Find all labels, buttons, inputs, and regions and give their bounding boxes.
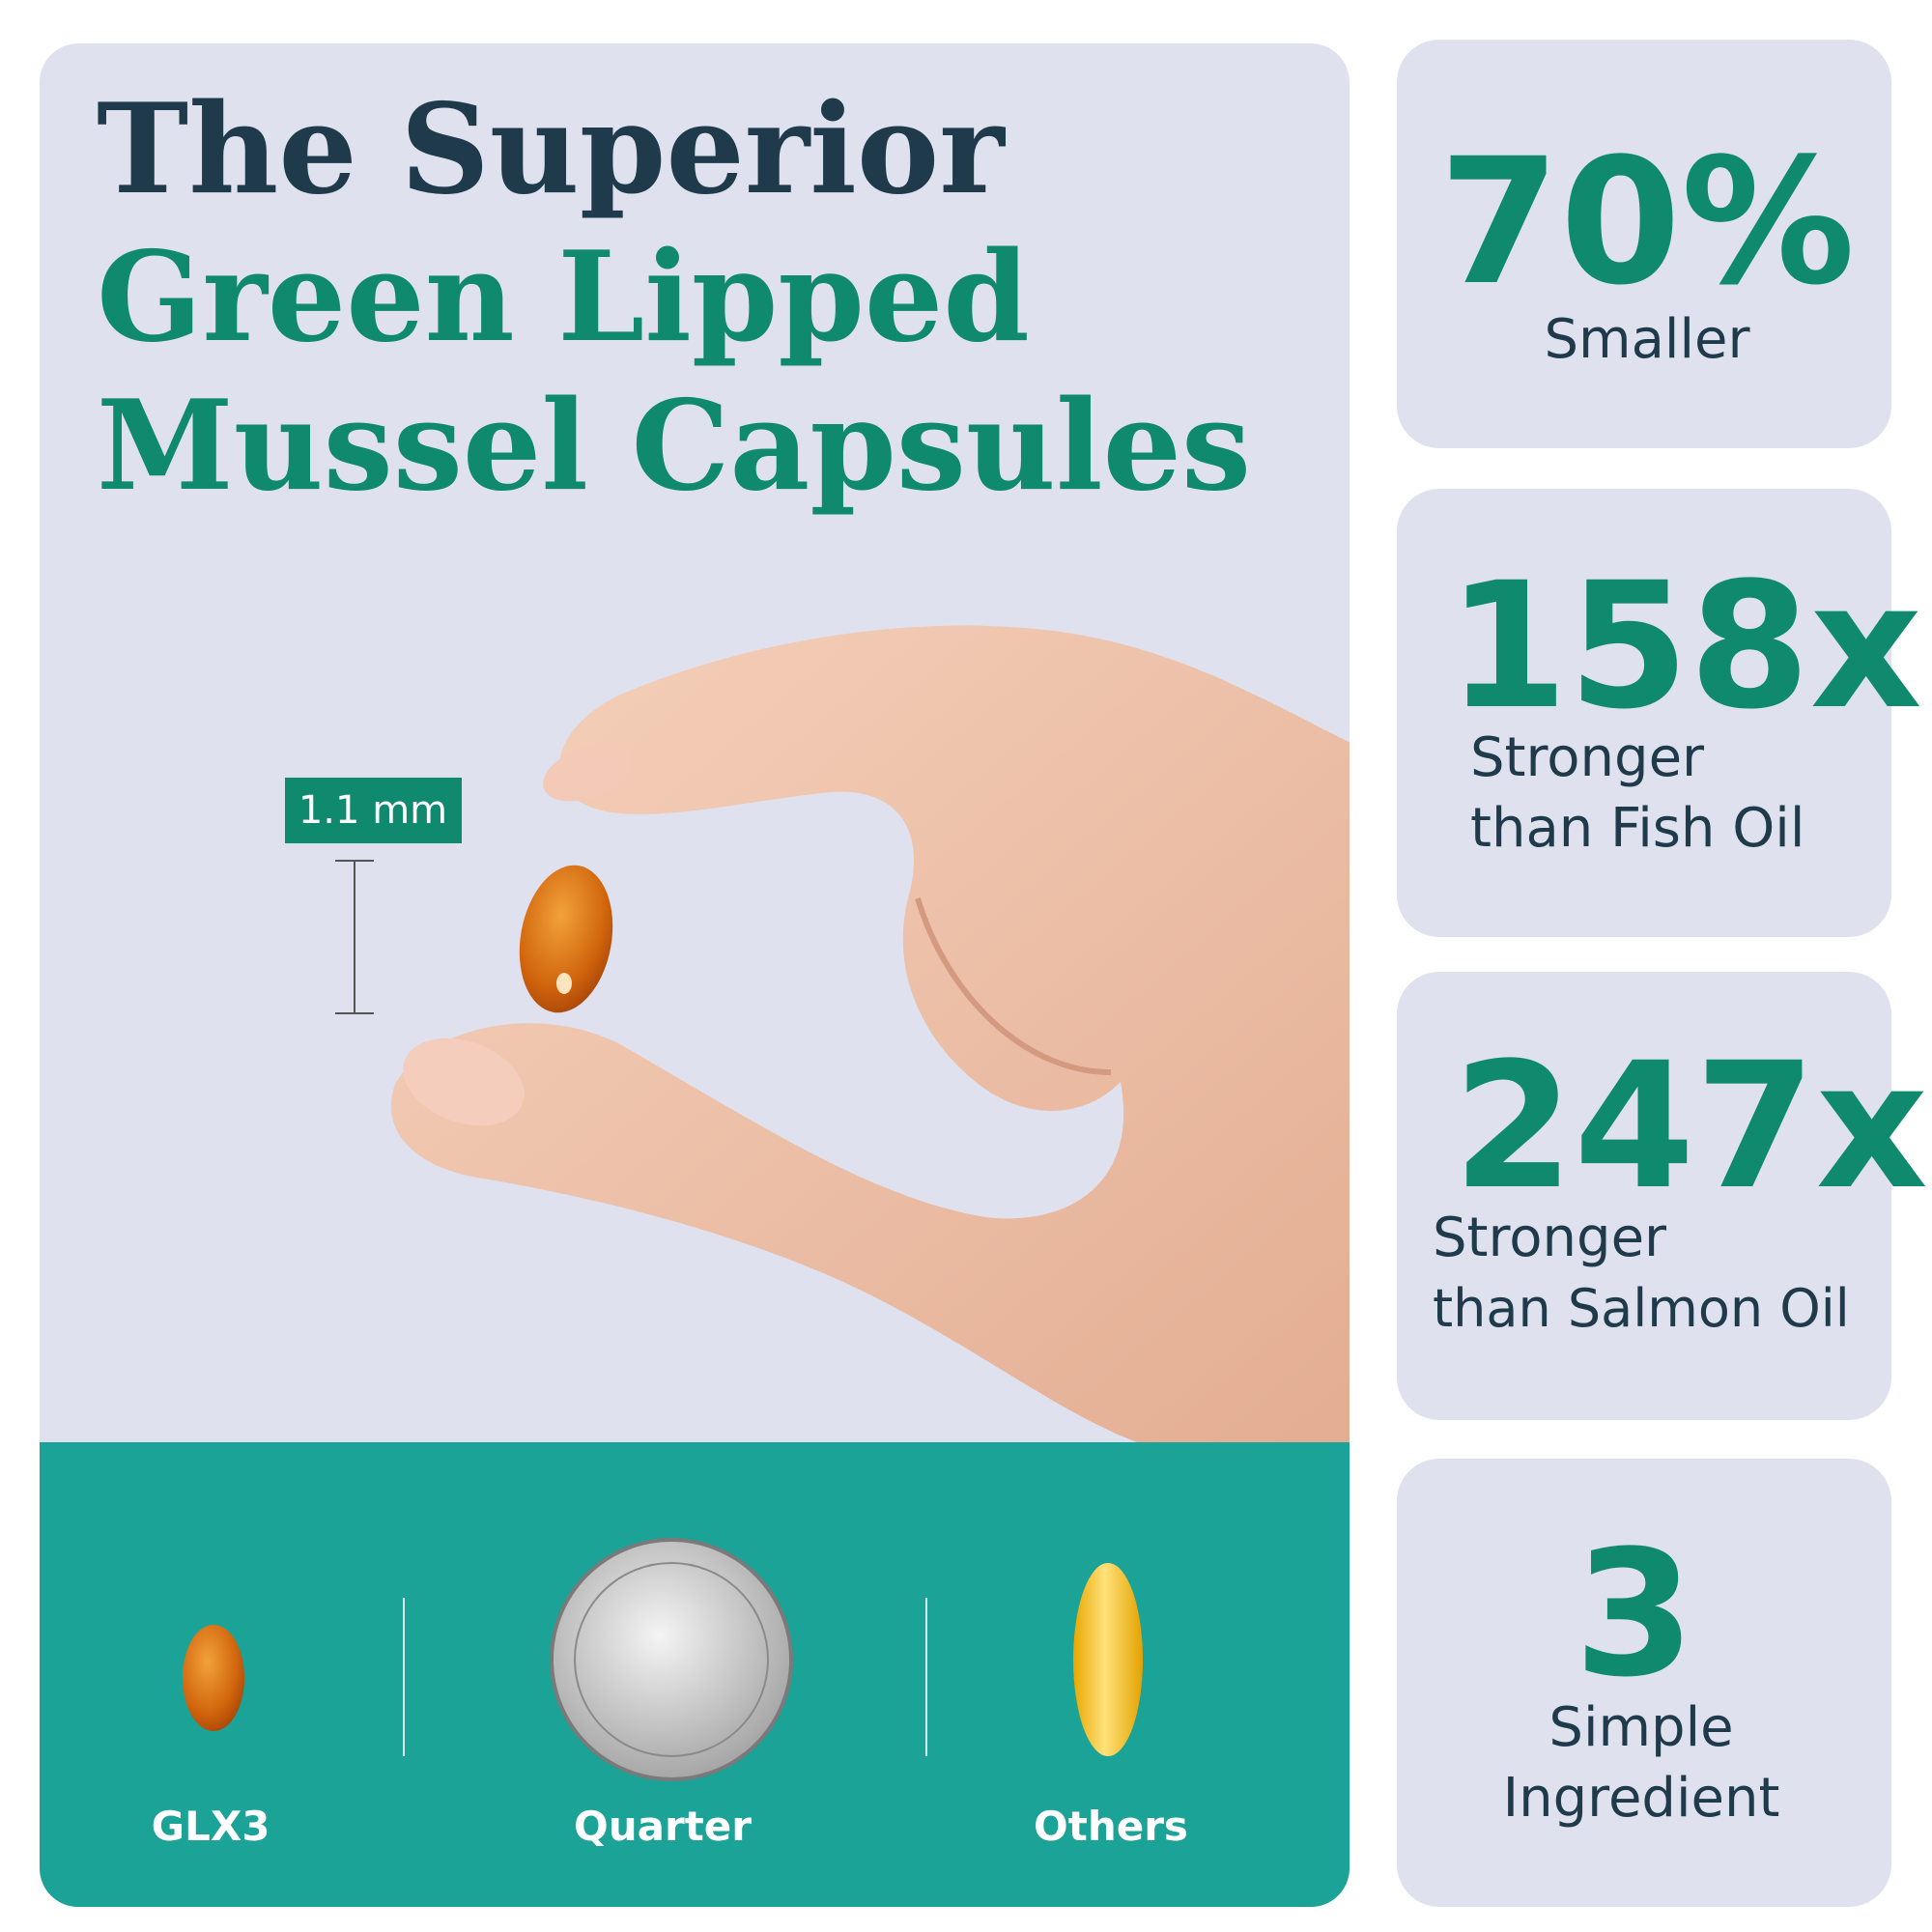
stat-label: than Fish Oil [1470,797,1804,860]
stat-value: 247x [1453,1026,1928,1228]
stat-card [1397,972,1891,1420]
others-softgel [1073,1563,1143,1756]
comparison-label: GLX3 [152,1803,270,1850]
hand-illustration [391,625,1350,1449]
title-line: Green Lipped [97,225,1030,370]
dimension-line [335,860,374,1014]
stat-label: Simple [1548,1696,1733,1759]
stat-cards: 70% Smaller 158x Stronger than Fish Oil … [1397,40,1928,1907]
stat-label: than Salmon Oil [1433,1278,1850,1339]
stat-card [1397,40,1891,448]
stat-value: 70% [1439,122,1856,324]
capsule [519,865,613,1013]
stat-label: Smaller [1544,308,1750,371]
comparison-label: Others [1034,1803,1188,1850]
main-panel: 1.1 mm The Superior Green Lipped Mussel … [40,43,1350,1907]
stat-label: Ingredient [1503,1767,1780,1830]
stat-label: Stronger [1433,1207,1667,1269]
title-line: The Superior [97,77,1006,222]
quarter-inner [574,1562,769,1757]
comparison-label: Quarter [574,1803,752,1850]
dimension-box [285,778,462,843]
dimension-label: 1.1 mm [298,788,447,833]
stat-label: Stronger [1470,726,1705,789]
stat-card [1397,1459,1891,1907]
title-line: Mussel Capsules [97,374,1251,519]
glx3-capsule [183,1625,244,1731]
stat-value: 158x [1447,546,1922,748]
stat-value: 3 [1574,1514,1694,1716]
quarter-coin [550,1538,793,1781]
capsule-highlight [556,973,572,994]
stat-card [1397,489,1891,937]
